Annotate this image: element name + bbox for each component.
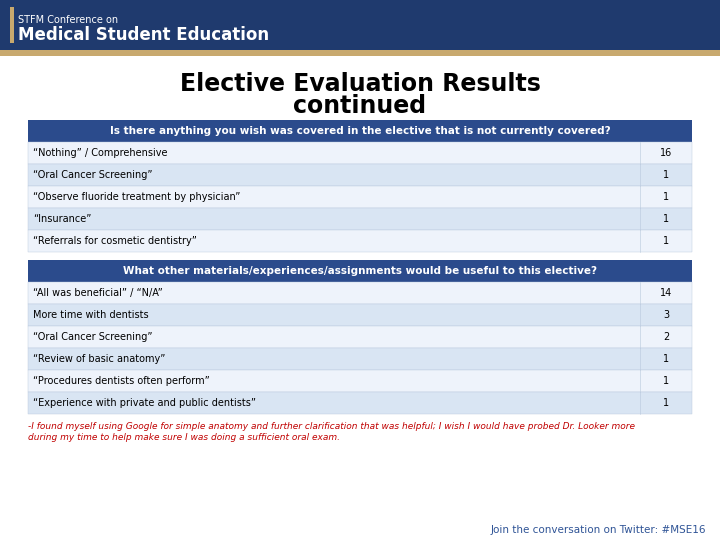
- Bar: [28, 392, 692, 414]
- Bar: [28, 260, 692, 282]
- Text: Medical Student Education: Medical Student Education: [18, 26, 269, 44]
- Text: What other materials/experiences/assignments would be useful to this elective?: What other materials/experiences/assignm…: [123, 266, 597, 276]
- Text: “Observe fluoride treatment by physician”: “Observe fluoride treatment by physician…: [33, 192, 240, 202]
- Text: 1: 1: [663, 170, 669, 180]
- Bar: [28, 304, 692, 326]
- Text: “All was beneficial” / “N/A”: “All was beneficial” / “N/A”: [33, 288, 163, 298]
- Text: “Review of basic anatomy”: “Review of basic anatomy”: [33, 354, 166, 364]
- Text: 1: 1: [663, 236, 669, 246]
- Bar: [28, 326, 692, 348]
- Text: 1: 1: [663, 398, 669, 408]
- Bar: [28, 208, 692, 230]
- Bar: [28, 186, 692, 208]
- Bar: [28, 370, 692, 392]
- Text: 1: 1: [663, 192, 669, 202]
- Bar: [28, 348, 692, 370]
- Bar: [28, 164, 692, 186]
- Text: 1: 1: [663, 214, 669, 224]
- Text: STFM Conference on: STFM Conference on: [18, 15, 118, 25]
- Bar: [28, 282, 692, 304]
- Bar: [28, 230, 692, 252]
- Text: 3: 3: [663, 310, 669, 320]
- Text: during my time to help make sure I was doing a sufficient oral exam.: during my time to help make sure I was d…: [28, 433, 340, 442]
- Text: “Referrals for cosmetic dentistry”: “Referrals for cosmetic dentistry”: [33, 236, 197, 246]
- Text: “Insurance”: “Insurance”: [33, 214, 91, 224]
- Text: 16: 16: [660, 148, 672, 158]
- Bar: [10, 7, 14, 43]
- Text: 1: 1: [663, 376, 669, 386]
- Text: “Experience with private and public dentists”: “Experience with private and public dent…: [33, 398, 256, 408]
- Text: 14: 14: [660, 288, 672, 298]
- Text: 2: 2: [663, 332, 669, 342]
- Text: “Procedures dentists often perform”: “Procedures dentists often perform”: [33, 376, 210, 386]
- Bar: [0, 50, 720, 56]
- Text: Elective Evaluation Results: Elective Evaluation Results: [179, 72, 541, 96]
- Text: -I found myself using Google for simple anatomy and further clarification that w: -I found myself using Google for simple …: [28, 422, 635, 431]
- Bar: [28, 120, 692, 142]
- Text: “Oral Cancer Screening”: “Oral Cancer Screening”: [33, 170, 153, 180]
- Text: “Oral Cancer Screening”: “Oral Cancer Screening”: [33, 332, 153, 342]
- Text: “Nothing” / Comprehensive: “Nothing” / Comprehensive: [33, 148, 168, 158]
- Text: More time with dentists: More time with dentists: [33, 310, 148, 320]
- Text: Join the conversation on Twitter: #MSE16: Join the conversation on Twitter: #MSE16: [490, 525, 706, 535]
- Bar: [28, 142, 692, 164]
- Bar: [0, 0, 720, 50]
- Text: continued: continued: [294, 94, 426, 118]
- Text: Is there anything you wish was covered in the elective that is not currently cov: Is there anything you wish was covered i…: [109, 126, 611, 136]
- Text: 1: 1: [663, 354, 669, 364]
